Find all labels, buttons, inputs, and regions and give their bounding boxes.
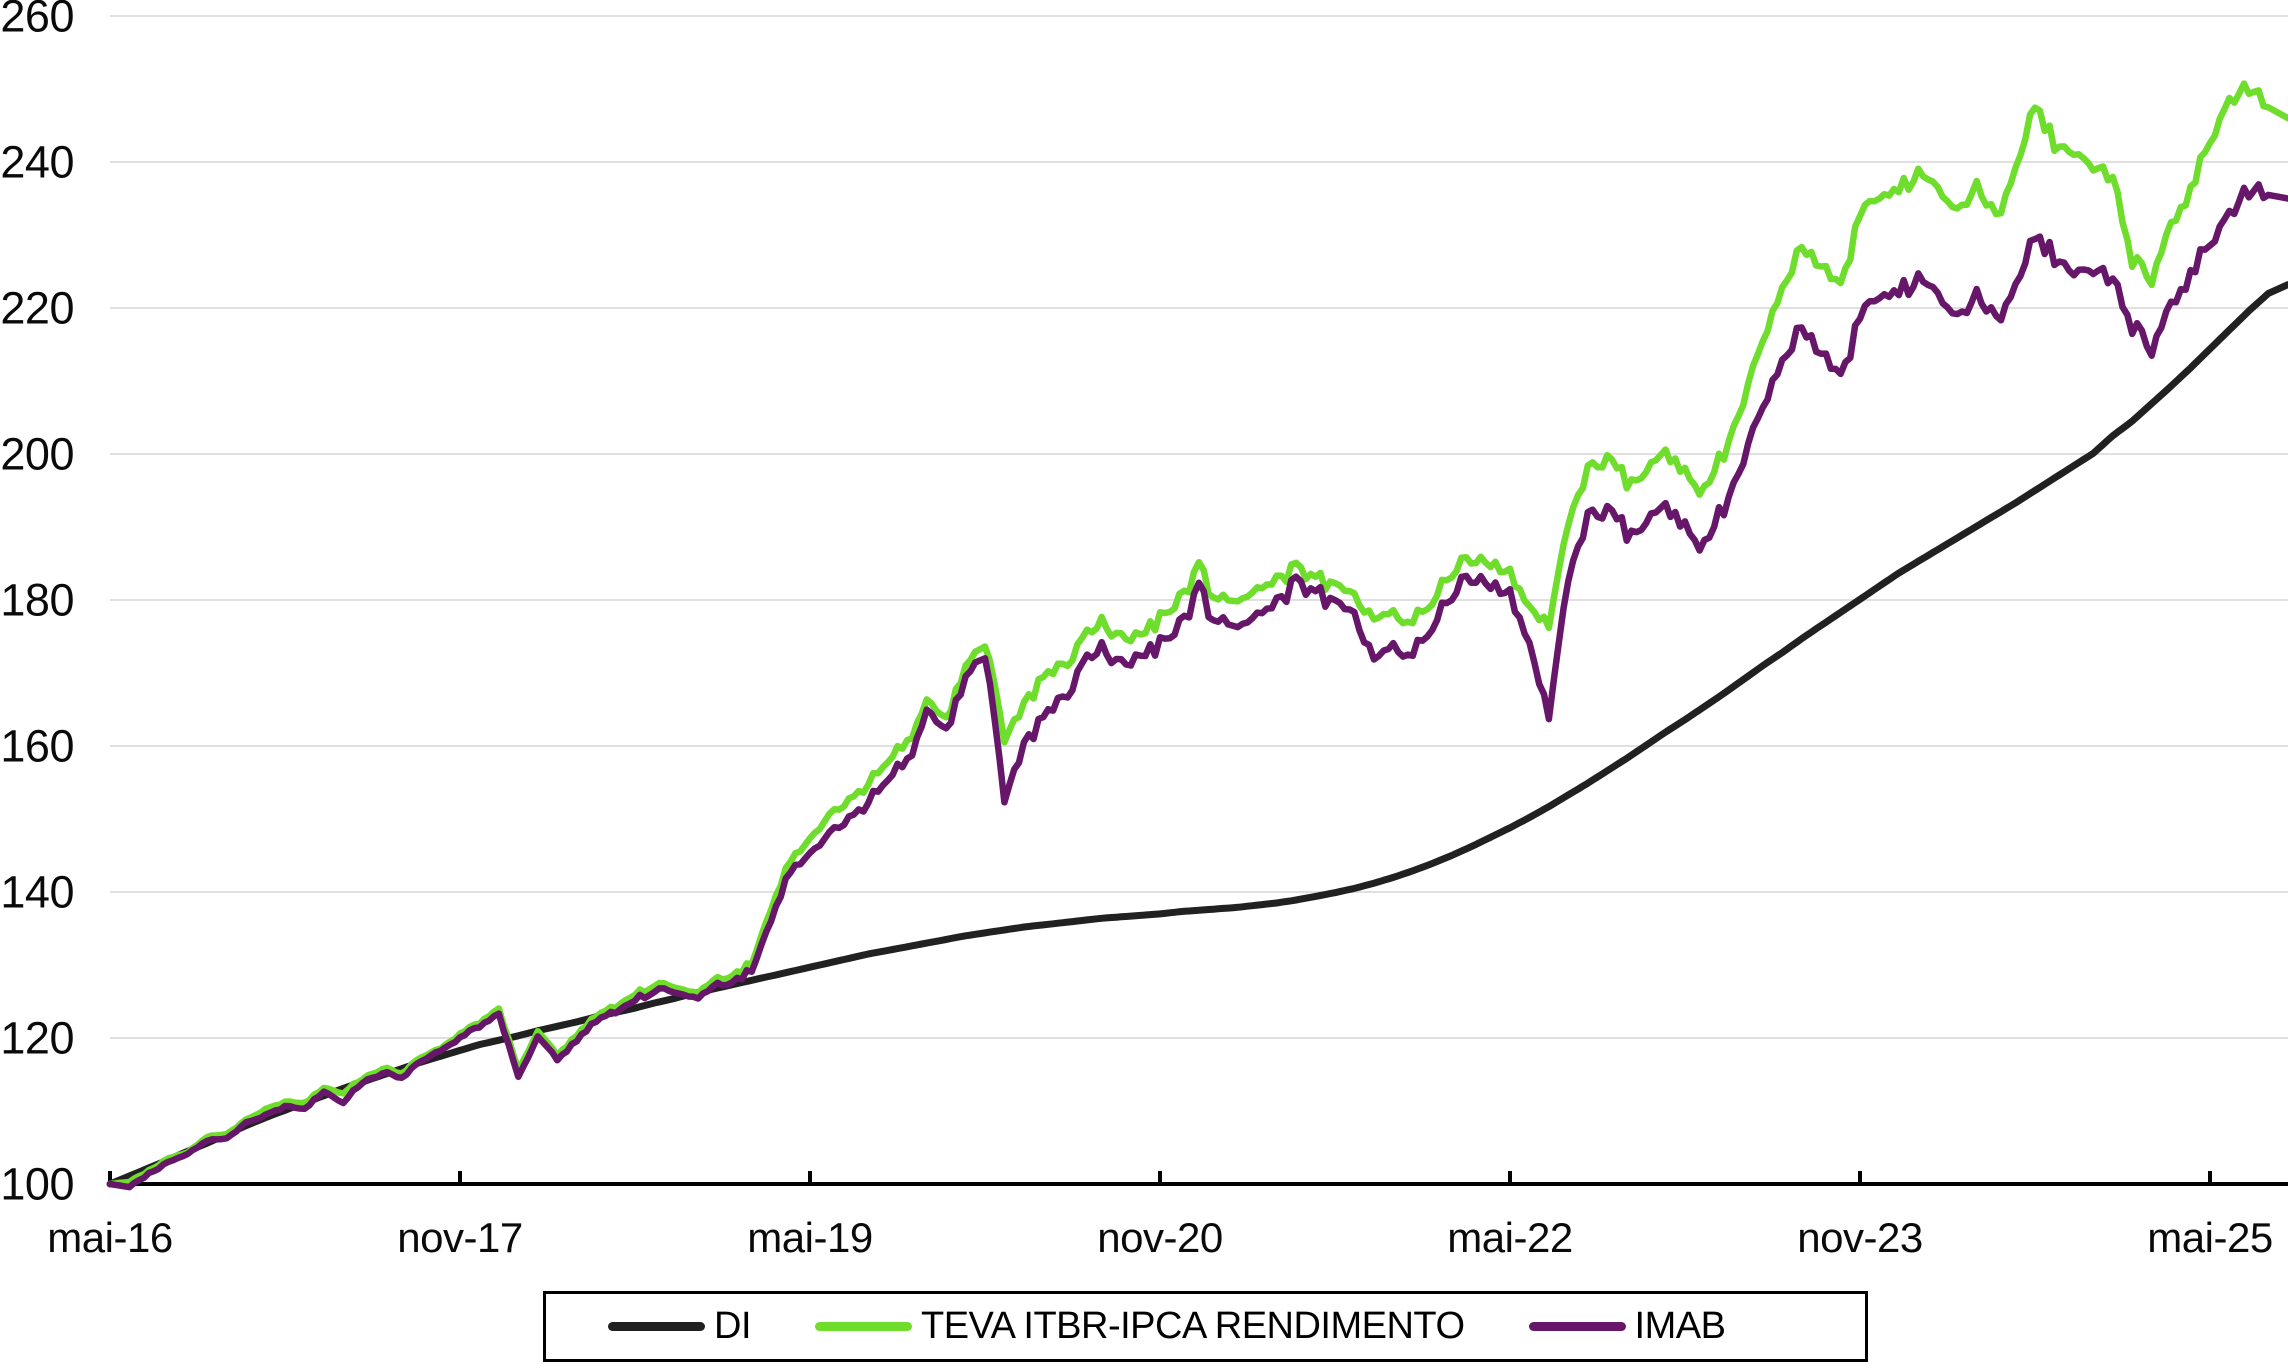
- y-axis-label-180: 180: [0, 575, 74, 626]
- legend-swatch-imab: [1528, 1322, 1626, 1331]
- y-axis-label-220: 220: [0, 283, 74, 334]
- x-axis-label-mai-19: mai-19: [747, 1214, 872, 1261]
- y-axis-label-260: 260: [0, 0, 74, 42]
- series-line-di: [106, 281, 2288, 1188]
- x-axis-label-nov-23: nov-23: [1797, 1214, 1922, 1261]
- y-axis-label-140: 140: [0, 867, 74, 918]
- legend-swatch-di: [608, 1322, 705, 1331]
- series-line-teva-itbr-ipca-rendimento: [106, 80, 2288, 1188]
- legend-label-di: DI: [714, 1305, 752, 1347]
- legend-label-imab: IMAB: [1634, 1305, 1726, 1347]
- legend-item-di: DI: [608, 1305, 752, 1348]
- x-axis-label-mai-25: mai-25: [2147, 1214, 2272, 1261]
- y-axis-label-240: 240: [0, 137, 74, 188]
- x-axis-label-mai-16: mai-16: [47, 1214, 172, 1261]
- legend-swatch-teva: [815, 1322, 912, 1331]
- y-axis-label-200: 200: [0, 429, 74, 480]
- legend: DI TEVA ITBR-IPCA RENDIMENTO IMAB: [543, 1291, 1868, 1362]
- legend-label-teva: TEVA ITBR-IPCA RENDIMENTO: [921, 1305, 1465, 1347]
- y-axis-label-160: 160: [0, 721, 74, 772]
- x-axis-label-nov-20: nov-20: [1097, 1214, 1222, 1261]
- x-axis-label-nov-17: nov-17: [397, 1214, 522, 1261]
- series-line-imab: [106, 181, 2288, 1191]
- y-axis-label-100: 100: [0, 1159, 74, 1210]
- legend-item-imab: IMAB: [1528, 1305, 1726, 1348]
- y-axis-label-120: 120: [0, 1013, 74, 1064]
- legend-item-teva: TEVA ITBR-IPCA RENDIMENTO: [815, 1305, 1465, 1348]
- x-axis-label-mai-22: mai-22: [1447, 1214, 1572, 1261]
